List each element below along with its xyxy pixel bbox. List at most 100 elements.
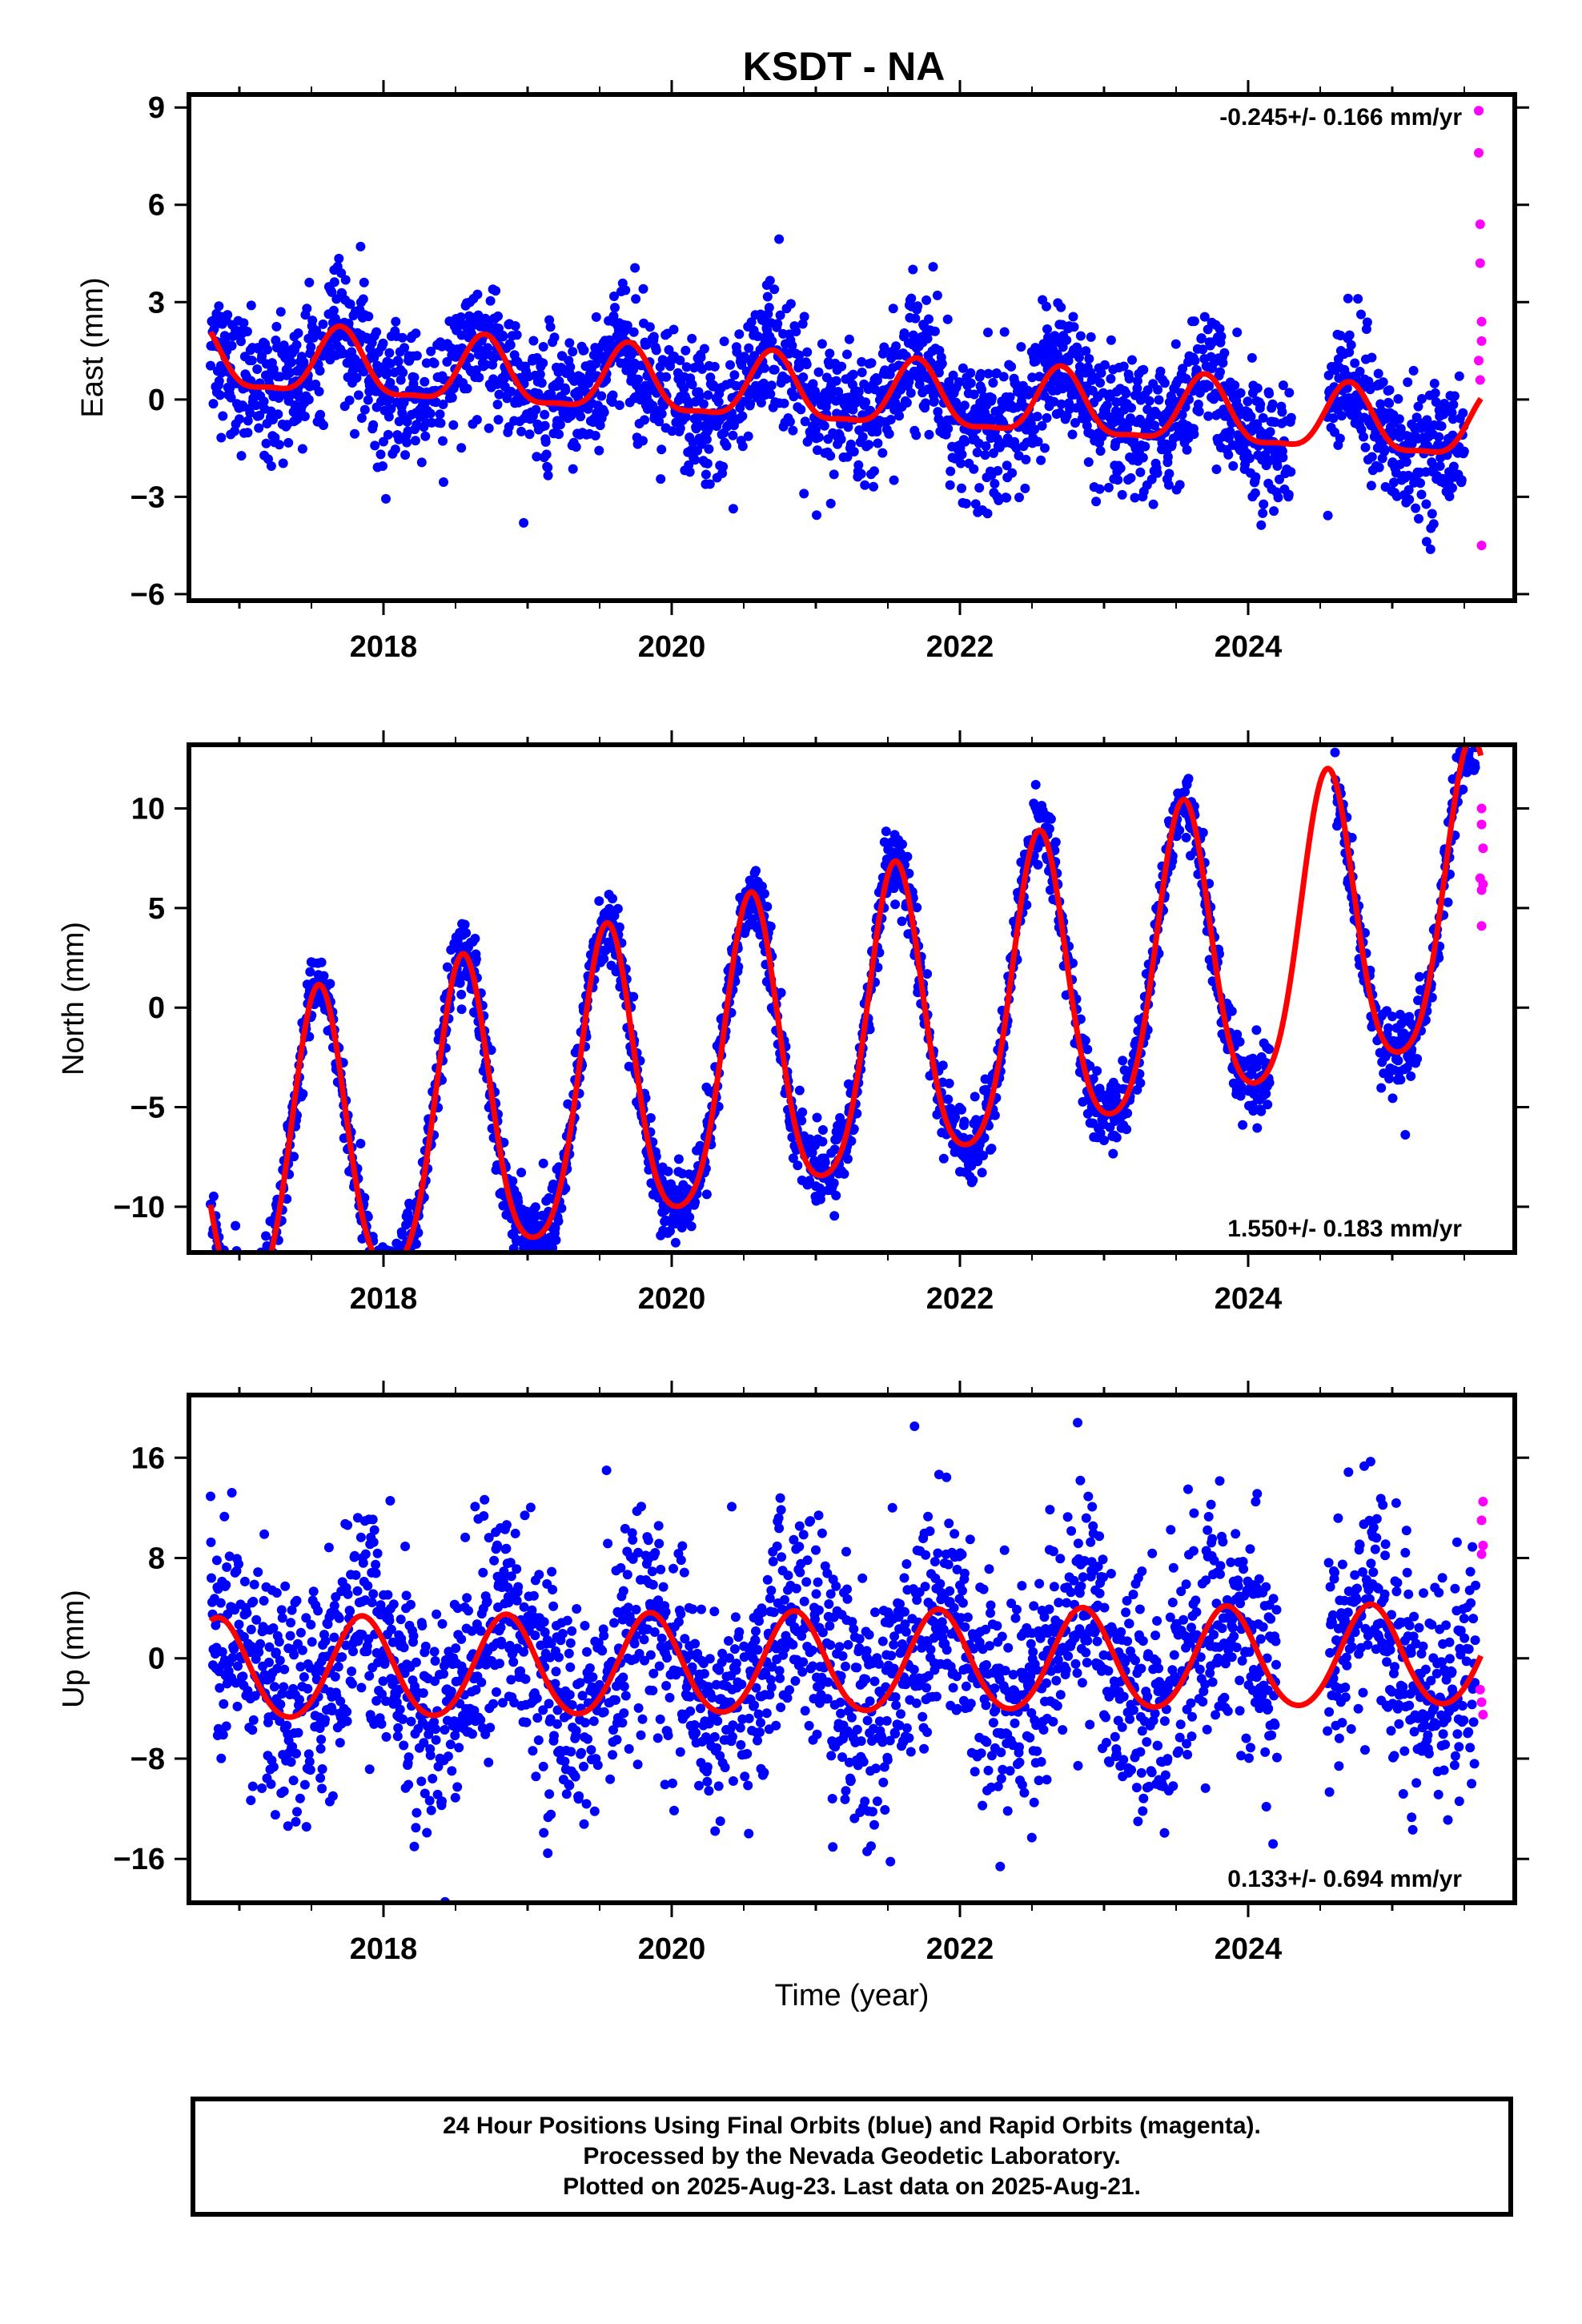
data-point [896, 384, 905, 395]
data-point [536, 378, 547, 388]
y-tick-label: −6 [130, 578, 165, 612]
data-point [1030, 424, 1040, 435]
data-point [1246, 412, 1256, 422]
data-point [1449, 391, 1460, 401]
data-point [1344, 330, 1355, 340]
data-point [429, 358, 440, 368]
data-point [405, 1265, 415, 1274]
data-point [389, 1268, 399, 1277]
data-point [237, 1319, 247, 1329]
data-point [800, 416, 810, 427]
data-point [853, 387, 864, 397]
data-point [957, 449, 967, 460]
data-point [231, 1220, 241, 1231]
data-point [1142, 404, 1153, 415]
data-point [248, 1311, 258, 1321]
data-point [327, 287, 337, 297]
data-point [946, 466, 956, 476]
data-point [225, 1281, 235, 1290]
data-point [745, 399, 756, 409]
data-point [329, 277, 339, 287]
data-point [396, 1265, 406, 1274]
data-point [759, 889, 769, 899]
data-point [983, 368, 994, 379]
data-point [1074, 361, 1085, 372]
data-point [402, 416, 412, 427]
data-point [279, 340, 289, 351]
data-point [242, 327, 252, 336]
data-point [857, 356, 867, 367]
data-point [242, 1278, 251, 1288]
data-point [813, 367, 824, 377]
data-point [1148, 499, 1158, 509]
data-point [1203, 411, 1214, 421]
data-point [1269, 506, 1279, 517]
data-point [1252, 1123, 1263, 1133]
data-point [897, 839, 907, 850]
data-point [685, 1212, 695, 1222]
data-point [1376, 1083, 1387, 1093]
data-point [1235, 1091, 1246, 1101]
data-point [1115, 463, 1126, 473]
data-point [506, 387, 516, 396]
data-point [1135, 467, 1146, 477]
data-point [644, 322, 655, 332]
data-point [641, 340, 652, 350]
data-point [1016, 342, 1026, 352]
data-point [404, 1256, 414, 1266]
data-point [872, 376, 882, 386]
data-point [943, 1094, 954, 1104]
data-point [1193, 400, 1203, 409]
data-point [228, 1269, 238, 1278]
data-point [690, 455, 701, 465]
data-point [370, 440, 380, 451]
data-point [820, 1157, 830, 1168]
data-point [218, 411, 228, 421]
data-point [956, 458, 966, 468]
data-point [813, 432, 824, 442]
data-point [604, 903, 615, 914]
data-point [813, 445, 822, 456]
data-point [970, 499, 981, 509]
data-point [316, 957, 327, 967]
data-point [243, 1278, 252, 1288]
data-point [1042, 324, 1052, 334]
data-point [224, 1280, 234, 1289]
data-point [979, 1132, 990, 1143]
data-point [728, 430, 738, 440]
y-tick-label: 3 [148, 286, 165, 320]
data-point [224, 1276, 234, 1285]
data-point [703, 390, 713, 400]
data-point [797, 1116, 807, 1126]
data-point [579, 345, 589, 356]
data-point [1232, 328, 1243, 337]
data-point [999, 327, 1010, 337]
data-point [857, 368, 867, 377]
data-point [1049, 396, 1059, 407]
data-point [243, 1291, 253, 1301]
data-point [837, 361, 847, 372]
data-point [519, 517, 529, 528]
data-point [243, 1290, 252, 1300]
data-point [765, 275, 775, 286]
data-point [235, 414, 244, 424]
data-point [1198, 344, 1208, 355]
data-point [1379, 446, 1390, 456]
data-point [1393, 394, 1403, 404]
data-point [368, 420, 379, 430]
data-point [1155, 366, 1166, 376]
data-point [675, 356, 685, 365]
data-point [1403, 470, 1414, 480]
data-point [794, 350, 805, 360]
data-point [1002, 493, 1012, 503]
data-point [743, 431, 753, 441]
data-point [1230, 380, 1240, 391]
data-point [1118, 361, 1129, 372]
data-point [1428, 519, 1439, 529]
data-point [957, 1104, 966, 1115]
data-point [1421, 537, 1431, 547]
data-point [1444, 491, 1455, 501]
data-point [1164, 468, 1174, 479]
data-point [645, 1113, 656, 1123]
data-point [381, 493, 391, 504]
